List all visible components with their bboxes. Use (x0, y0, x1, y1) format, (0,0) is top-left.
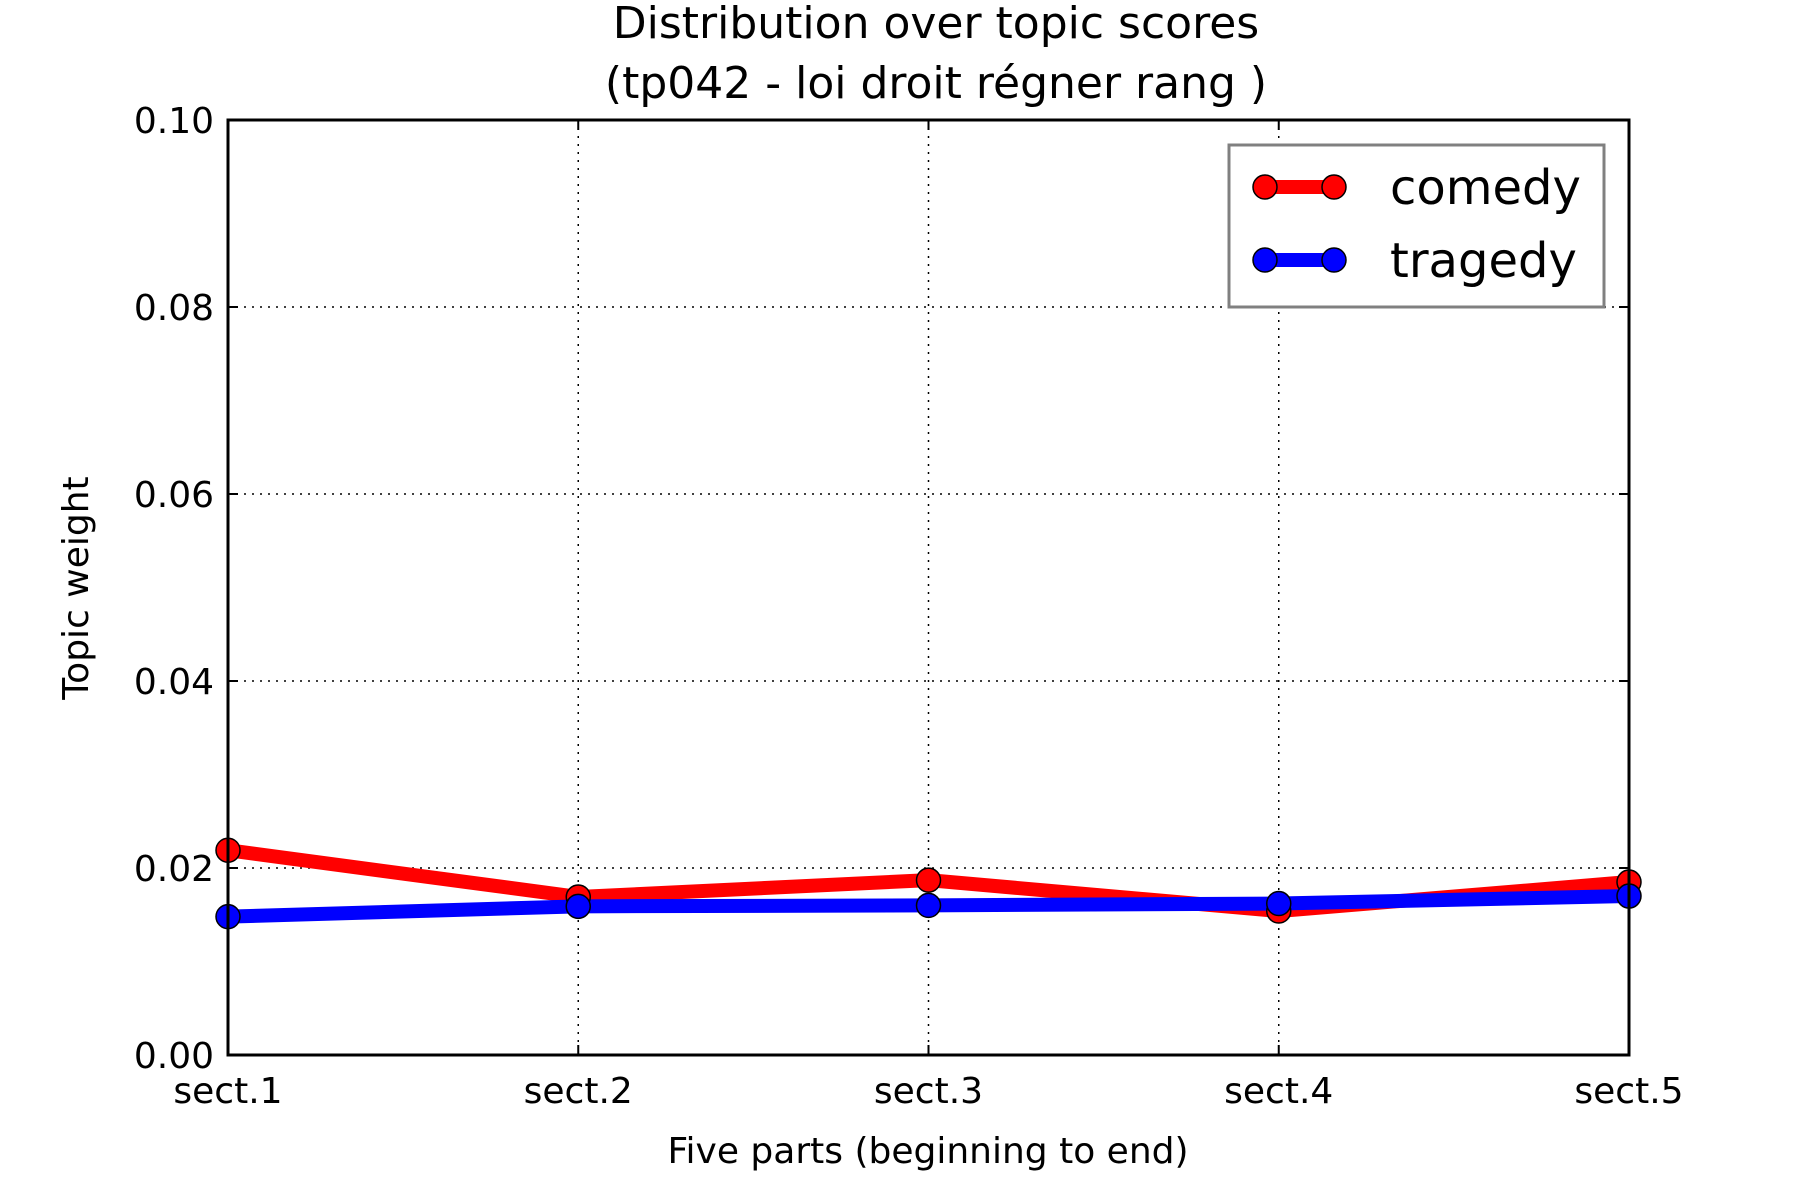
x-tick-label: sect.4 (1224, 1071, 1333, 1112)
y-tick-label: 0.00 (134, 1036, 214, 1077)
legend-marker-tragedy (1252, 247, 1278, 273)
legend-label-tragedy: tragedy (1390, 233, 1577, 289)
data-point-tragedy (565, 893, 591, 920)
y-tick-label: 0.10 (134, 101, 214, 142)
y-tick-label: 0.06 (134, 475, 214, 516)
x-axis-label: Five parts (beginning to end) (667, 1131, 1188, 1172)
data-point-comedy (915, 867, 942, 893)
grid (228, 120, 1629, 1055)
data-point-tragedy (915, 892, 942, 919)
legend-label-comedy: comedy (1390, 160, 1581, 216)
y-tick-label: 0.08 (134, 288, 214, 329)
y-tick-label: 0.02 (134, 849, 214, 890)
chart-title: Distribution over topic scores (613, 0, 1259, 49)
x-tick-label: sect.5 (1574, 1071, 1683, 1112)
y-tick-label: 0.04 (134, 662, 214, 703)
x-tick-label: sect.1 (173, 1071, 282, 1112)
x-tick-label: sect.3 (874, 1071, 983, 1112)
x-tick-label: sect.2 (524, 1071, 633, 1112)
legend: comedy tragedy (1227, 143, 1606, 309)
y-axis-label: Topic weight (56, 476, 97, 700)
legend-marker-tragedy (1321, 247, 1347, 273)
series-lines (215, 837, 1642, 930)
legend-marker-comedy (1321, 174, 1347, 200)
data-point-tragedy (1266, 890, 1292, 917)
axis-ticks: 0.00 0.02 0.04 0.06 0.08 0.10 sect.1 sect.2 sect… (134, 101, 1684, 1112)
legend-marker-comedy (1252, 174, 1278, 200)
legend-box (1227, 143, 1606, 309)
chart-subtitle: (tp042 - loi droit régner rang ) (605, 58, 1267, 109)
